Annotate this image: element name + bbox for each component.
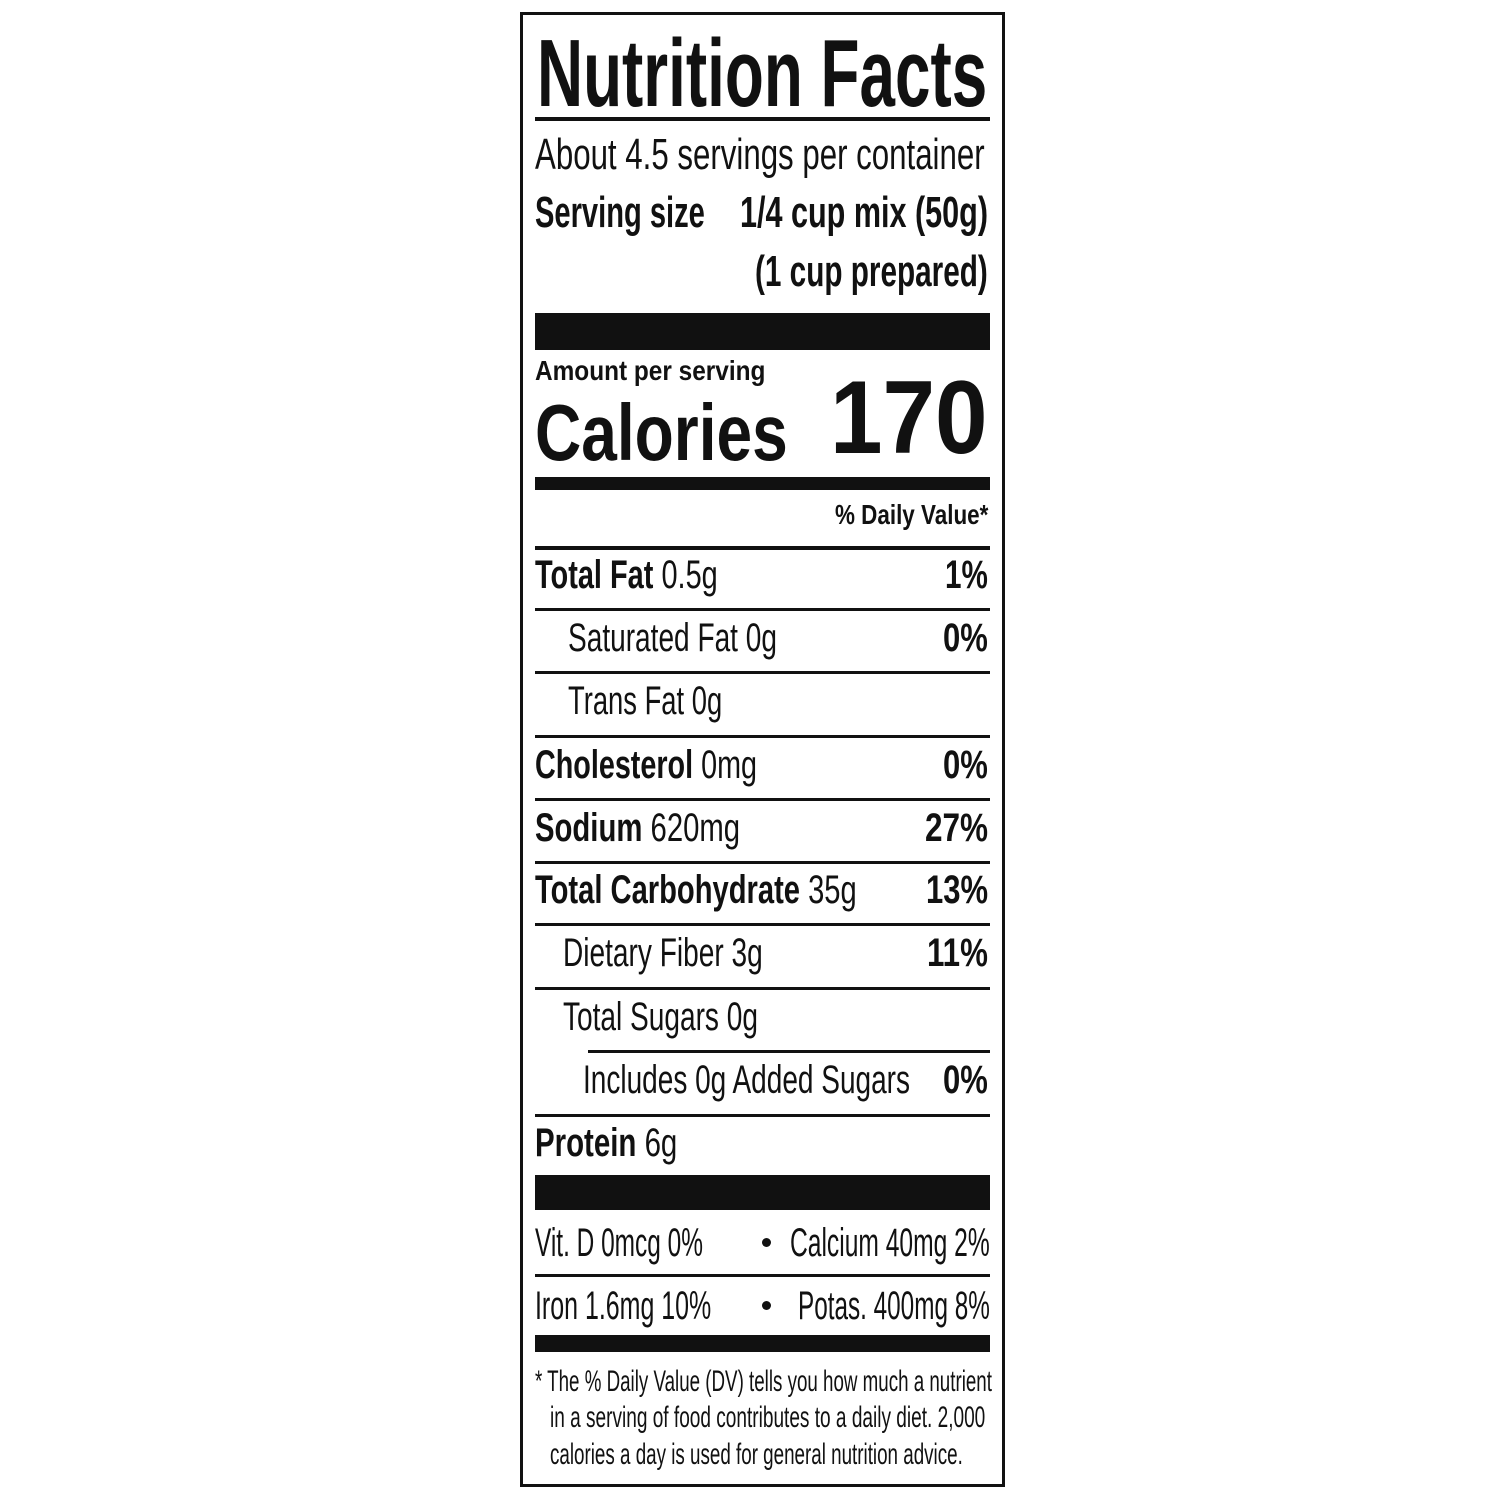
footnote-line-2: in a serving of food contributes to a da… [550, 1401, 986, 1434]
nutrient-protein: Protein 6g [535, 1121, 678, 1165]
nutrient-sodium: Sodium 620mg [535, 806, 741, 850]
nutrient-saturated-fat: Saturated Fat 0g [568, 616, 777, 660]
nutrient-trans-fat: Trans Fat 0g [568, 679, 723, 723]
nutrient-added-sugars: Includes 0g Added Sugars [583, 1058, 911, 1102]
divider [535, 608, 990, 611]
medium-divider [535, 477, 990, 490]
nutrient-saturated-fat-dv: 0% [943, 616, 988, 660]
divider [535, 1274, 990, 1277]
footnote-line-1: * The % Daily Value (DV) tells you how m… [535, 1365, 992, 1398]
nutrient-cholesterol-dv: 0% [943, 743, 988, 787]
label-title: Nutrition Facts [537, 20, 988, 127]
micronutrient-vitamin-d: Vit. D 0mcg 0% [535, 1221, 703, 1265]
micronutrient-calcium: Calcium 40mg 2% [790, 1221, 990, 1265]
thick-divider [535, 1175, 990, 1210]
divider [535, 671, 990, 674]
nutrient-sodium-dv: 27% [925, 806, 989, 850]
daily-value-header: % Daily Value* [835, 499, 989, 530]
nutrient-dietary-fiber-dv: 11% [927, 931, 988, 975]
nutrient-total-carbohydrate-dv: 13% [926, 868, 989, 912]
divider [535, 923, 990, 926]
nutrient-total-sugars: Total Sugars 0g [563, 995, 758, 1039]
serving-size-label: Serving size [535, 188, 705, 237]
calories-label: Calories [535, 388, 788, 477]
footnote-line-3: calories a day is used for general nutri… [550, 1438, 963, 1471]
serving-size-prepared: (1 cup prepared) [755, 247, 988, 296]
nutrient-cholesterol: Cholesterol 0mg [535, 743, 757, 787]
nutrient-added-sugars-dv: 0% [943, 1058, 988, 1102]
bullet-icon [762, 1238, 771, 1247]
nutrient-total-fat: Total Fat 0.5g [535, 553, 718, 597]
divider [535, 735, 990, 738]
divider [535, 798, 990, 801]
micronutrient-iron: Iron 1.6mg 10% [535, 1284, 712, 1328]
divider [535, 546, 990, 550]
servings-per-container: About 4.5 servings per container [535, 130, 985, 179]
thick-divider [535, 313, 990, 350]
divider [535, 861, 990, 864]
nutrition-facts-label [520, 12, 1005, 1487]
divider [535, 1114, 990, 1117]
micronutrient-potassium: Potas. 400mg 8% [798, 1284, 990, 1328]
serving-size-value: 1/4 cup mix (50g) [740, 188, 989, 237]
bullet-icon [762, 1301, 771, 1310]
amount-per-serving: Amount per serving [535, 355, 766, 386]
nutrient-dietary-fiber: Dietary Fiber 3g [563, 931, 763, 975]
divider [535, 987, 990, 990]
nutrient-total-fat-dv: 1% [945, 553, 988, 597]
medium-divider [535, 1335, 990, 1352]
divider [535, 117, 990, 121]
calories-value: 170 [830, 360, 988, 476]
nutrient-total-carbohydrate: Total Carbohydrate 35g [535, 868, 857, 912]
divider [588, 1050, 990, 1053]
